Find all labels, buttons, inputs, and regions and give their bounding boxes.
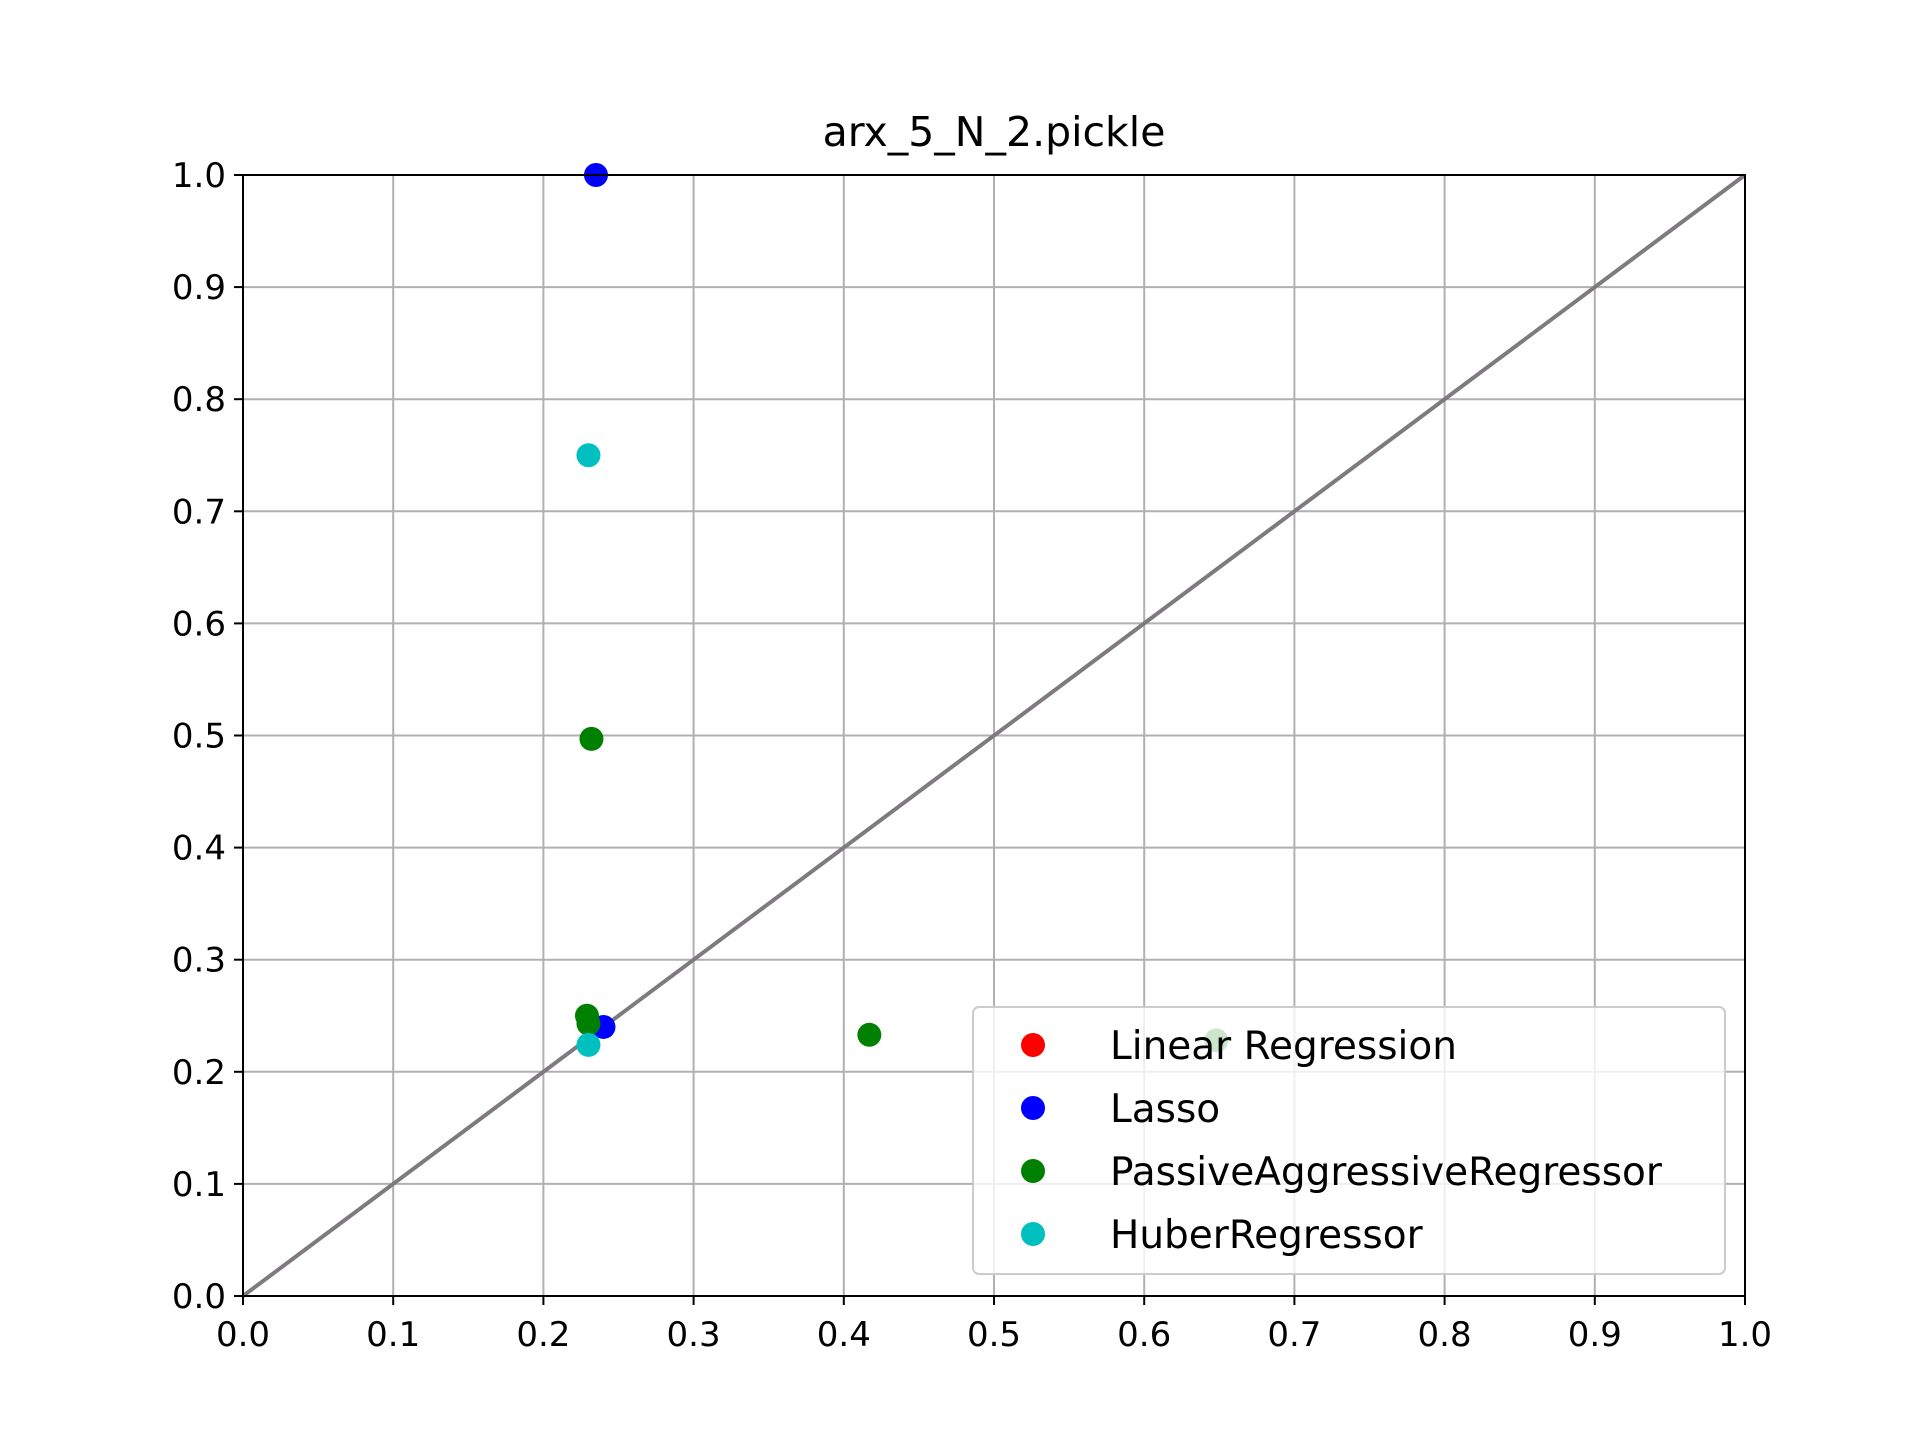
legend-box <box>972 1006 1726 1275</box>
reference-line <box>241 173 1747 1298</box>
legend-label: HuberRegressor <box>1110 1213 1424 1258</box>
x-tick-label: 0.1 <box>366 1315 420 1355</box>
x-tick-label: 0.3 <box>667 1315 721 1355</box>
y-tick-label: 1.0 <box>172 156 226 196</box>
y-tick-label: 0.9 <box>172 268 226 308</box>
data-point-passiveaggressiveregressor <box>857 1022 882 1047</box>
chart-title: arx_5_N_2.pickle <box>823 108 1166 156</box>
y-tick-label: 0.8 <box>172 380 226 420</box>
y-axis: 0.0 0.1 0.2 0.3 0.4 0.5 0.6 0.7 0.8 0.9 1.0 <box>172 156 243 1317</box>
x-tick-label: 1.0 <box>1718 1315 1772 1355</box>
x-tick-label: 0.7 <box>1267 1315 1321 1355</box>
legend-marker-huberregressor <box>1021 1222 1045 1246</box>
data-point-huberregressor <box>576 443 601 468</box>
x-tick-label: 0.4 <box>817 1315 871 1355</box>
legend: Linear Regression Lasso PassiveAggressiveR… <box>972 1006 1726 1275</box>
x-tick-label: 0.6 <box>1117 1315 1171 1355</box>
y-tick-label: 0.0 <box>172 1277 226 1317</box>
legend-marker-passiveaggressiveregressor <box>1021 1159 1045 1183</box>
legend-marker-lasso <box>1021 1096 1045 1120</box>
x-tick-label: 0.5 <box>967 1315 1021 1355</box>
y-tick-label: 0.1 <box>172 1165 226 1205</box>
y-tick-label: 0.3 <box>172 941 226 981</box>
legend-label: Lasso <box>1110 1087 1220 1132</box>
data-point-passiveaggressiveregressor <box>576 1011 601 1036</box>
x-tick-label: 0.9 <box>1568 1315 1622 1355</box>
x-tick-label: 0.0 <box>216 1315 270 1355</box>
legend-label: Linear Regression <box>1110 1024 1457 1069</box>
y-tick-label: 0.6 <box>172 604 226 644</box>
x-tick-label: 0.2 <box>516 1315 570 1355</box>
y-tick-label: 0.2 <box>172 1053 226 1093</box>
legend-label: PassiveAggressiveRegressor <box>1110 1150 1663 1195</box>
legend-marker-linear-regression <box>1021 1033 1045 1057</box>
y-tick-label: 0.7 <box>172 492 226 532</box>
y-tick-label: 0.4 <box>172 829 226 869</box>
reference-line-layer <box>241 173 1747 1298</box>
x-tick-label: 0.8 <box>1418 1315 1472 1355</box>
y-tick-label: 0.5 <box>172 717 226 757</box>
data-point-huberregressor <box>576 1032 601 1057</box>
x-axis: 0.0 0.1 0.2 0.3 0.4 0.5 0.6 0.7 0.8 0.9 1.0 <box>216 1296 1772 1355</box>
data-point-passiveaggressiveregressor <box>579 726 604 751</box>
